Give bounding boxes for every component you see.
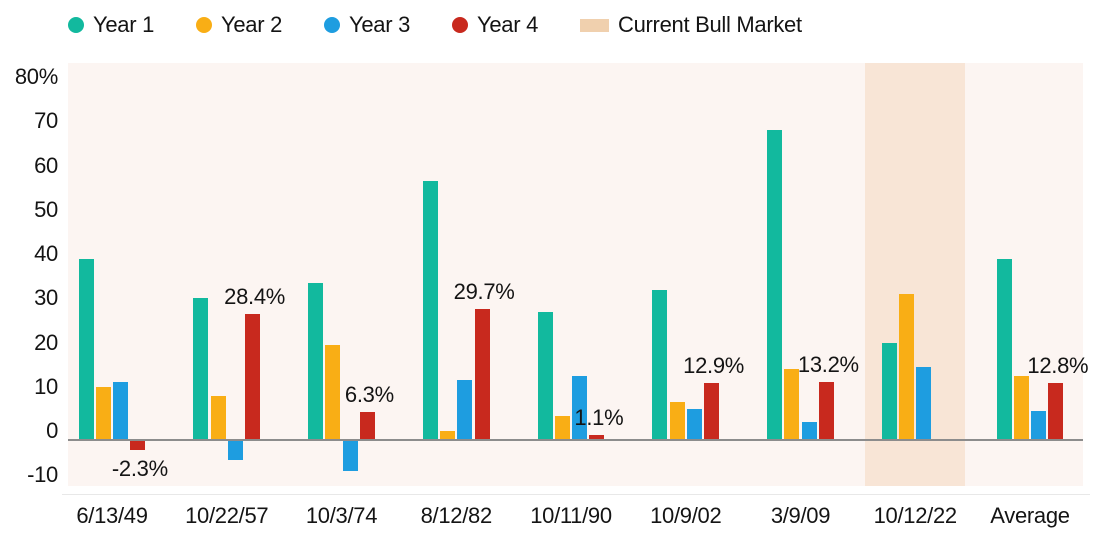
bar-year-1-average <box>996 258 1012 440</box>
bar-year-2-8-12-82 <box>440 431 456 440</box>
legend-item-year-3: Year 3 <box>324 12 410 38</box>
bar-year-1-10-9-02 <box>652 289 668 440</box>
bar-year-3-10-12-22 <box>916 366 932 440</box>
y-tick-70: 70 <box>34 108 58 134</box>
plot-area: -2.3% 28.4% 6.3% 29.7% 1.1% 12.9% 13.2% 12.8% <box>68 63 1089 486</box>
y-tick-20: 20 <box>34 329 58 355</box>
x-tick-3-9-09: 3/9/09 <box>770 503 831 528</box>
bar-year-1-6-13-49 <box>78 258 94 440</box>
x-tick-average: Average <box>990 503 1070 528</box>
legend-dot-icon <box>68 17 84 33</box>
y-tick-30: 30 <box>34 285 58 311</box>
y-tick-0: 0 <box>46 418 58 443</box>
zero-axis-line <box>68 439 1083 441</box>
bar-year-3-10-22-57 <box>227 440 243 460</box>
data-label-year-4-10-9-02: 12.9% <box>683 352 745 378</box>
legend-item-year-4: Year 4 <box>452 12 538 38</box>
bar-year-1-3-9-09 <box>767 130 783 440</box>
bar-year-3-10-9-02 <box>686 409 702 440</box>
bar-year-2-10-9-02 <box>669 402 685 440</box>
data-label-year-4-3-9-09: 13.2% <box>797 351 859 377</box>
x-tick-10-3-74: 10/3/74 <box>305 503 378 528</box>
bar-year-2-10-11-90 <box>554 415 570 440</box>
y-tick-40: 40 <box>34 241 58 266</box>
data-label-year-4-10-22-57: 28.4% <box>224 284 286 310</box>
bar-year-3-average <box>1031 411 1047 440</box>
x-tick-6-13-49: 6/13/49 <box>76 503 148 528</box>
legend-label: Current Bull Market <box>618 12 802 37</box>
bar-year-1-10-22-57 <box>193 298 209 440</box>
legend-item-year-2: Year 2 <box>196 12 282 38</box>
bar-year-3-3-9-09 <box>801 422 817 440</box>
legend-label: Year 4 <box>477 12 538 37</box>
legend-band-swatch-icon <box>580 18 609 32</box>
bar-year-2-3-9-09 <box>784 369 800 440</box>
bar-year-2-6-13-49 <box>95 386 111 440</box>
bar-year-4-6-13-49 <box>130 440 146 451</box>
legend-dot-icon <box>452 17 468 33</box>
y-tick--10: -10 <box>27 462 58 488</box>
data-label-year-4-10-11-90: 1.1% <box>574 405 624 431</box>
bar-year-3-10-3-74 <box>342 440 358 471</box>
current-bull-market-band <box>865 63 966 486</box>
bar-year-4-3-9-09 <box>818 381 834 440</box>
bar-year-2-average <box>1013 375 1029 440</box>
bottom-divider <box>62 494 1090 495</box>
data-label-year-4-average: 12.8% <box>1027 353 1089 379</box>
bar-year-2-10-3-74 <box>325 344 341 440</box>
bar-year-4-10-3-74 <box>359 412 375 440</box>
legend-label: Year 1 <box>93 12 154 37</box>
bar-year-4-10-9-02 <box>704 382 720 440</box>
y-tick-80pct: 80% <box>14 64 58 89</box>
legend-item-year-1: Year 1 <box>68 12 154 38</box>
x-tick-10-9-02: 10/9/02 <box>650 503 722 528</box>
legend-dot-icon <box>324 17 340 33</box>
bar-year-4-10-22-57 <box>245 314 261 440</box>
bar-year-3-10-11-90 <box>572 375 588 440</box>
x-tick-8-12-82: 8/12/82 <box>420 503 493 528</box>
bar-year-1-8-12-82 <box>422 181 438 440</box>
legend: Year 1 Year 2 Year 3 Year 4 Current Bull Mar… <box>68 10 802 40</box>
bar-year-2-10-22-57 <box>210 395 226 440</box>
x-tick-10-12-22: 10/12/22 <box>873 503 958 528</box>
bar-year-1-10-3-74 <box>308 282 324 440</box>
bar-year-4-10-11-90 <box>589 435 605 440</box>
bar-year-3-6-13-49 <box>113 382 129 440</box>
bar-year-4-average <box>1048 383 1064 440</box>
bar-year-1-10-11-90 <box>537 311 553 440</box>
legend-dot-icon <box>196 17 212 33</box>
data-label-year-4-8-12-82: 29.7% <box>453 278 515 304</box>
y-tick-10: 10 <box>34 373 58 399</box>
legend-item-current-bull-market: Current Bull Market <box>580 12 802 38</box>
legend-label: Year 3 <box>349 12 410 37</box>
data-label-year-4-6-13-49: -2.3% <box>111 456 168 482</box>
bar-year-4-8-12-82 <box>474 308 490 440</box>
x-tick-10-11-90: 10/11/90 <box>530 503 612 528</box>
bar-year-1-10-12-22 <box>881 342 897 440</box>
x-tick-10-22-57: 10/22/57 <box>185 503 269 528</box>
legend-label: Year 2 <box>221 12 282 37</box>
bar-year-2-10-12-22 <box>899 293 915 440</box>
y-tick-50: 50 <box>34 196 58 222</box>
y-tick-60: 60 <box>34 152 58 178</box>
data-label-year-4-10-3-74: 6.3% <box>344 382 394 408</box>
bar-year-3-8-12-82 <box>457 380 473 440</box>
